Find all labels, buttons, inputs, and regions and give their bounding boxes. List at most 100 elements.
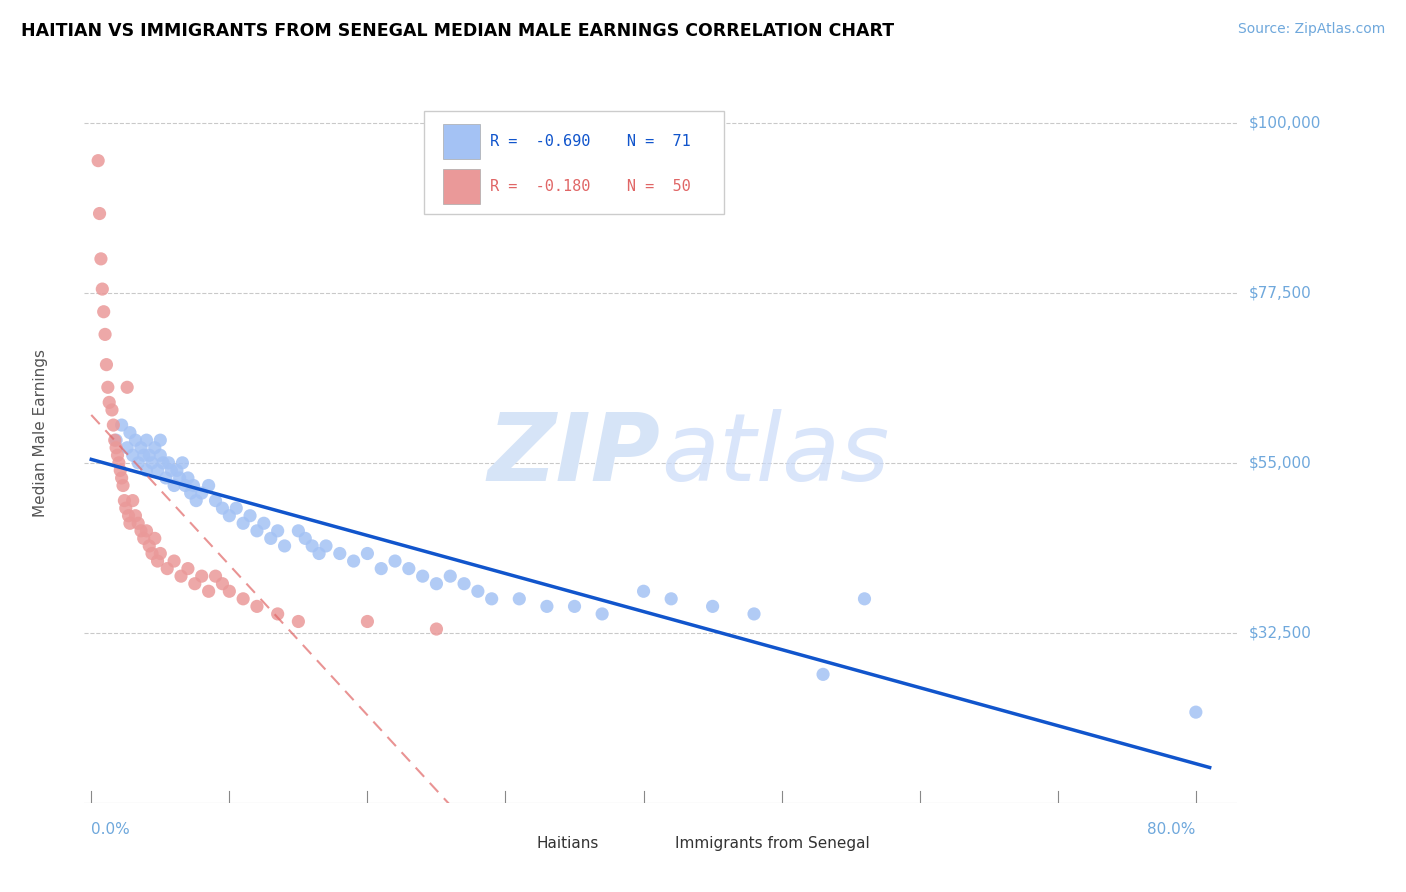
Point (166, 463, 188, 477)
Text: $100,000: $100,000 (1249, 115, 1320, 130)
Point (356, 547, 378, 561)
Point (266, 607, 288, 621)
Point (186, 493, 208, 508)
Point (232, 516, 254, 531)
Point (149, 547, 172, 561)
Point (115, 441, 138, 455)
Point (225, 501, 247, 516)
Point (425, 576, 447, 591)
Point (138, 539, 160, 553)
Point (218, 584, 240, 599)
FancyBboxPatch shape (425, 111, 724, 214)
Point (536, 599, 558, 614)
Text: R =  -0.690    N =  71: R = -0.690 N = 71 (491, 134, 690, 149)
Point (508, 591, 530, 606)
Point (94, 327, 117, 342)
Point (87, 153, 110, 168)
Point (90, 252, 112, 266)
Point (107, 448, 129, 462)
Point (111, 418, 134, 433)
Point (135, 433, 157, 447)
Point (273, 539, 295, 553)
Point (117, 508, 139, 523)
Text: atlas: atlas (661, 409, 889, 500)
Point (108, 456, 131, 470)
Point (170, 569, 193, 583)
Point (143, 532, 166, 546)
Point (110, 463, 132, 477)
Point (260, 532, 283, 546)
Text: $32,500: $32,500 (1249, 625, 1312, 640)
Point (97, 380, 120, 394)
Point (127, 456, 149, 470)
Point (132, 532, 155, 546)
Point (135, 524, 157, 538)
Point (232, 591, 254, 606)
Point (301, 539, 323, 553)
Point (811, 667, 834, 681)
Point (96, 358, 118, 372)
Point (467, 584, 489, 599)
Point (105, 433, 128, 447)
Point (129, 524, 152, 538)
Text: 0.0%: 0.0% (91, 822, 129, 837)
Point (146, 554, 169, 568)
Point (124, 508, 146, 523)
Point (412, 569, 434, 583)
Point (138, 448, 160, 462)
Point (702, 599, 724, 614)
Point (356, 615, 378, 629)
Point (111, 478, 134, 492)
Text: Immigrants from Senegal: Immigrants from Senegal (675, 836, 869, 851)
Point (453, 576, 475, 591)
Point (121, 448, 143, 462)
Point (172, 456, 194, 470)
Point (190, 486, 212, 500)
Point (103, 418, 125, 433)
Point (129, 441, 152, 455)
Point (591, 607, 613, 621)
Point (101, 403, 124, 417)
Point (1185, 705, 1208, 719)
Text: Median Male Earnings: Median Male Earnings (34, 349, 48, 516)
Point (163, 554, 186, 568)
Point (152, 456, 174, 470)
Text: Haitians: Haitians (536, 836, 599, 851)
Point (564, 599, 586, 614)
Point (398, 561, 420, 575)
Text: HAITIAN VS IMMIGRANTS FROM SENEGAL MEDIAN MALE EARNINGS CORRELATION CHART: HAITIAN VS IMMIGRANTS FROM SENEGAL MEDIA… (21, 22, 894, 40)
Point (253, 516, 276, 531)
Text: $77,500: $77,500 (1249, 285, 1312, 301)
Point (384, 554, 406, 568)
Text: ZIP: ZIP (488, 409, 661, 500)
Point (141, 456, 163, 470)
Point (114, 501, 136, 516)
Point (239, 508, 262, 523)
Point (218, 508, 240, 523)
Point (204, 569, 226, 583)
Point (211, 501, 233, 516)
Point (124, 433, 146, 447)
Point (246, 524, 269, 538)
Point (121, 493, 143, 508)
FancyBboxPatch shape (443, 169, 479, 204)
Text: 80.0%: 80.0% (1147, 822, 1197, 837)
FancyBboxPatch shape (443, 124, 479, 159)
Point (246, 599, 269, 614)
Point (329, 547, 352, 561)
Text: R =  -0.180    N =  50: R = -0.180 N = 50 (491, 179, 690, 194)
Text: $55,000: $55,000 (1249, 455, 1312, 470)
Point (93, 304, 115, 318)
Point (163, 478, 186, 492)
Point (211, 576, 233, 591)
Point (190, 569, 212, 583)
Point (89, 206, 111, 220)
Point (197, 584, 219, 599)
Point (135, 463, 157, 477)
Point (633, 584, 655, 599)
FancyBboxPatch shape (510, 833, 533, 853)
Text: Source: ZipAtlas.com: Source: ZipAtlas.com (1237, 22, 1385, 37)
Point (104, 433, 127, 447)
Point (160, 463, 183, 477)
Point (141, 547, 163, 561)
